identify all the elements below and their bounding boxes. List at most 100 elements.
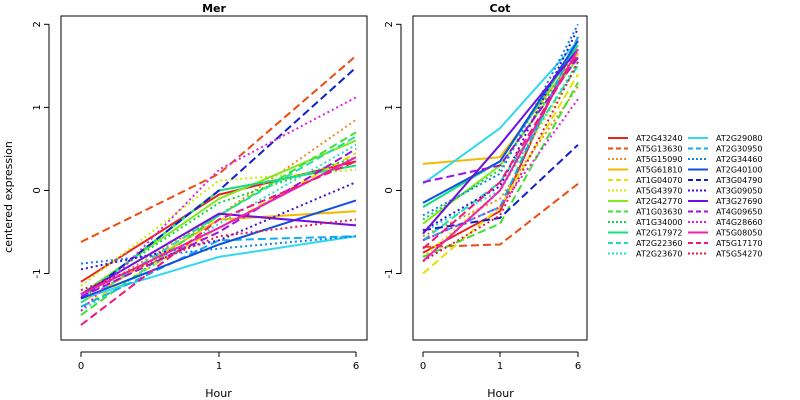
- legend-label: AT2G23670: [636, 250, 682, 259]
- series-line-at3g27690: [422, 48, 579, 235]
- legend-label: AT5G15090: [636, 155, 682, 164]
- legend-item-at2g22360: AT2G22360: [608, 239, 682, 248]
- y-tick-label: 0: [32, 187, 43, 193]
- series-line-at3g09050: [422, 28, 579, 232]
- legend-item-at1g34000: AT1G34000: [608, 218, 682, 227]
- x-tick-label: 0: [420, 361, 426, 372]
- legend-item-at2g30950: AT2G30950: [688, 145, 762, 154]
- x-tick-label: 6: [353, 361, 359, 372]
- legend-item-at2g23670: AT2G23670: [608, 250, 682, 259]
- legend-item-at2g42770: AT2G42770: [608, 197, 682, 206]
- y-tick-label: 1: [32, 104, 43, 110]
- legend-label: AT1G34000: [636, 218, 682, 227]
- legend-label: AT5G54270: [716, 250, 762, 259]
- legend-label: AT2G42770: [636, 197, 682, 206]
- y-tick-label: 1: [384, 104, 395, 110]
- x-tick-label: 0: [78, 361, 84, 372]
- legend-label: AT5G43970: [636, 187, 682, 196]
- legend-label: AT3G27690: [716, 197, 762, 206]
- series-line-at2g40100: [80, 199, 357, 300]
- series-line-at2g34460: [80, 235, 357, 265]
- legend-label: AT5G08050: [716, 229, 762, 238]
- series-line-at4g09650: [422, 56, 579, 184]
- legend-item-at4g09650: AT4G09650: [688, 208, 762, 217]
- legend-label: AT5G61810: [636, 166, 682, 175]
- series-line-at3g04790: [422, 144, 579, 232]
- panel-title: Cot: [490, 2, 511, 15]
- series-line-at1g03630: [80, 131, 357, 316]
- series-line-at3g27690: [80, 212, 357, 296]
- legend-label: AT5G17170: [716, 239, 762, 248]
- series-line-at4g09650: [80, 148, 357, 298]
- legend-item-at5g17170: AT5G17170: [688, 239, 762, 248]
- series-line-at5g54270: [80, 218, 357, 292]
- legend-item-at1g04070: AT1G04070: [608, 176, 682, 185]
- legend-label: AT2G30950: [716, 145, 762, 154]
- legend-label: AT2G29080: [716, 134, 762, 143]
- panel-title: Mer: [202, 2, 226, 15]
- legend-item-at1g03630: AT1G03630: [608, 208, 682, 217]
- series-line-at5g15090: [422, 86, 579, 238]
- x-tick-label: 1: [497, 361, 503, 372]
- series-group: [80, 55, 357, 326]
- y-tick-label: -1: [384, 269, 395, 279]
- legend-item-at3g27690: AT3G27690: [688, 197, 762, 206]
- legend-label: AT1G04070: [636, 176, 682, 185]
- legend-item-at5g54270: AT5G54270: [688, 250, 762, 259]
- legend-label: AT3G04790: [716, 176, 762, 185]
- chart-panel-mer: Mer 0 1 6 Hour -1 0 1 2: [32, 2, 368, 400]
- series-line-at2g30950: [80, 235, 357, 308]
- legend-label: AT3G09050: [716, 187, 762, 196]
- series-line-at1g04070: [80, 152, 357, 308]
- y-tick-label: 2: [384, 21, 395, 27]
- series-line-at3g04790: [80, 66, 357, 300]
- series-group: [422, 23, 579, 275]
- legend-item-at2g17972: AT2G17972: [608, 229, 682, 238]
- y-tick-label: 0: [384, 187, 395, 193]
- legend: AT2G43240AT5G13630AT5G15090AT5G61810AT1G…: [608, 134, 762, 259]
- series-line-at5g17170: [422, 52, 579, 250]
- legend-item-at5g61810: AT5G61810: [608, 166, 682, 175]
- series-line-at5g13630: [80, 55, 357, 243]
- x-axis-title: Hour: [205, 387, 232, 400]
- y-tick-label: -1: [32, 269, 43, 279]
- legend-item-at5g08050: AT5G08050: [688, 229, 762, 238]
- series-line-at4g28660: [80, 96, 357, 312]
- series-line-at2g30950: [422, 36, 579, 242]
- series-line-at5g08050: [422, 48, 579, 262]
- chart-panel-cot: Cot 0 1 6 Hour -1 0 1 2: [384, 2, 588, 400]
- series-line-at5g15090: [80, 118, 357, 300]
- legend-item-at4g28660: AT4G28660: [688, 218, 762, 227]
- legend-item-at2g34460: AT2G34460: [688, 155, 762, 164]
- x-tick-label: 6: [575, 361, 581, 372]
- x-axis-title: Hour: [487, 387, 514, 400]
- legend-label: AT4G28660: [716, 218, 762, 227]
- legend-item-at3g04790: AT3G04790: [688, 176, 762, 185]
- legend-item-at5g43970: AT5G43970: [608, 187, 682, 196]
- legend-item-at3g09050: AT3G09050: [688, 187, 762, 196]
- legend-item-at2g43240: AT2G43240: [608, 134, 682, 143]
- series-line-at5g61810: [422, 52, 579, 165]
- series-line-at2g29080: [422, 40, 579, 185]
- legend-item-at5g13630: AT5G13630: [608, 145, 682, 154]
- legend-item-at2g40100: AT2G40100: [688, 166, 762, 175]
- y-tick-label: 2: [32, 21, 43, 27]
- legend-label: AT5G13630: [636, 145, 682, 154]
- legend-item-at2g29080: AT2G29080: [688, 134, 762, 143]
- plot-frame: [412, 15, 588, 341]
- plot-frame: [60, 15, 368, 341]
- series-line-at3g09050: [80, 181, 357, 271]
- legend-label: AT4G09650: [716, 208, 762, 217]
- series-line-at2g22360: [80, 135, 357, 304]
- legend-label: AT2G43240: [636, 134, 682, 143]
- legend-label: AT2G17972: [636, 229, 682, 238]
- series-line-at1g03630: [422, 82, 579, 258]
- legend-label: AT1G03630: [636, 208, 682, 217]
- legend-label: AT2G34460: [716, 155, 762, 164]
- legend-label: AT2G22360: [636, 239, 682, 248]
- series-line-at2g40100: [422, 40, 579, 204]
- x-tick-label: 1: [216, 361, 222, 372]
- series-line-at1g04070: [422, 73, 579, 275]
- series-line-at5g08050: [80, 156, 357, 296]
